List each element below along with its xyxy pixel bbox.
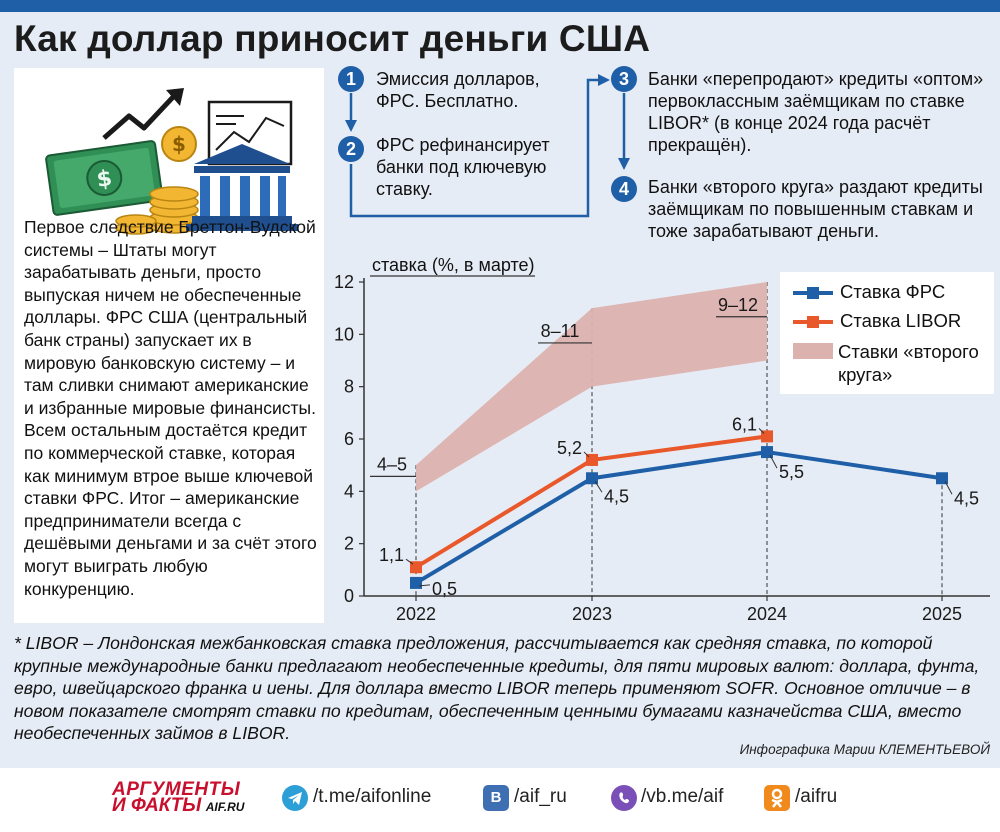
rates-chart: 0 2 4 6 8 10 12 2022 2023 2024 2025 4–5 8–11 9–12 0,5…	[334, 272, 990, 624]
frs-label-leader	[418, 584, 431, 587]
libor-label-leader	[405, 558, 414, 565]
frs-value-label: 0,5	[432, 579, 457, 599]
step-4-badge: 4	[611, 176, 637, 202]
band-area	[416, 282, 767, 492]
logo-line2: И ФАКТЫ	[112, 795, 202, 816]
telegram-icon[interactable]	[282, 785, 308, 811]
y-tick-label: 10	[334, 324, 354, 344]
step-1-text: Эмиссия долларов, ФРС. Бесплатно.	[376, 69, 540, 111]
series-point	[410, 576, 422, 589]
viber-link[interactable]: /vb.me/aif	[641, 786, 724, 807]
chart-axes: 0 2 4 6 8 10 12 2022 2023 2024 2025	[334, 272, 990, 624]
page-title: Как доллар приносит деньги США	[14, 18, 651, 59]
y-tick-label: 2	[344, 534, 354, 554]
y-tick-label: 12	[334, 272, 354, 292]
frs-value-label: 5,5	[779, 462, 804, 482]
y-tick-label: 6	[344, 429, 354, 449]
step-2-text: ФРС рефинансирует банки под ключевую ста…	[376, 135, 550, 199]
legend-libor: Ставка LIBOR	[840, 310, 962, 331]
y-tick-label: 8	[344, 377, 354, 397]
telegram-link[interactable]: /t.me/aifonline	[313, 786, 432, 807]
footnote: * LIBOR – Лондонская межбанковская ставк…	[14, 633, 980, 744]
step-3-badge: 3	[611, 66, 637, 92]
ok-icon[interactable]	[764, 785, 790, 811]
chart-labels: 4–5 8–11 9–12 0,5 4,5 5,5 4,5 1,1 5,2 6,1	[370, 295, 979, 599]
step-3-text: Банки «перепродают» кредиты «оптом» перв…	[648, 69, 984, 155]
left-panel: $ $	[14, 68, 324, 623]
legend-frs: Ставка ФРС	[840, 281, 946, 302]
y-tick-label: 0	[344, 586, 354, 606]
libor-value-label: 1,1	[379, 545, 404, 565]
second-circle-band	[416, 282, 767, 492]
libor-label-leader	[583, 451, 590, 458]
ok-link[interactable]: /aifru	[795, 786, 838, 807]
logo-site: AIF.RU	[205, 800, 245, 814]
chart-series	[410, 430, 948, 589]
step-1-badge: 1	[338, 66, 364, 92]
x-tick-label: 2025	[922, 604, 962, 624]
x-tick-label: 2024	[747, 604, 787, 624]
legend-band: Ставки «второго круга»	[838, 341, 979, 385]
band-range-label: 9–12	[718, 295, 758, 315]
frs-value-label: 4,5	[604, 486, 629, 506]
legend-band-swatch	[793, 343, 833, 359]
legend-frs-marker	[807, 287, 819, 299]
y-tick-label: 4	[344, 481, 354, 501]
top-bar	[0, 0, 1000, 12]
credit: Инфографика Марии КЛЕМЕНТЬЕВОЙ	[739, 742, 990, 757]
frs-label-leader	[944, 481, 953, 495]
y-axis-label: ставка (%, в марте)	[372, 255, 535, 275]
frs-value-label: 4,5	[954, 488, 979, 508]
step-2-badge: 2	[338, 136, 364, 162]
frs-label-leader	[594, 480, 603, 493]
vk-link[interactable]: /aif_ru	[514, 786, 567, 807]
libor-value-label: 6,1	[732, 414, 757, 434]
left-text: Первое следствие Бреттон-Вудской системы…	[24, 217, 317, 599]
svg-text:$: $	[95, 166, 114, 193]
legend-markers	[793, 287, 833, 359]
money-bank-illustration: $ $	[45, 88, 298, 235]
aif-logo[interactable]: АРГУМЕНТЫ И ФАКТЫ AIF.RU	[112, 779, 245, 816]
step-4-text: Банки «второго круга» раздают кредиты за…	[648, 177, 983, 241]
svg-text:$: $	[172, 132, 186, 156]
band-range-label: 8–11	[541, 321, 580, 341]
x-tick-label: 2023	[572, 604, 612, 624]
libor-value-label: 5,2	[557, 438, 582, 458]
steps-flow-arrows	[345, 74, 630, 218]
logo-line1: АРГУМЕНТЫ	[112, 779, 241, 800]
series-line-frs	[414, 450, 943, 585]
vk-icon[interactable]: B	[483, 785, 509, 811]
legend-libor-marker	[807, 316, 819, 328]
viber-icon[interactable]	[611, 785, 637, 811]
frs-label-leader	[769, 454, 778, 469]
band-range-label: 4–5	[377, 454, 407, 474]
x-tick-label: 2022	[396, 604, 436, 624]
libor-label-leader	[758, 428, 765, 434]
